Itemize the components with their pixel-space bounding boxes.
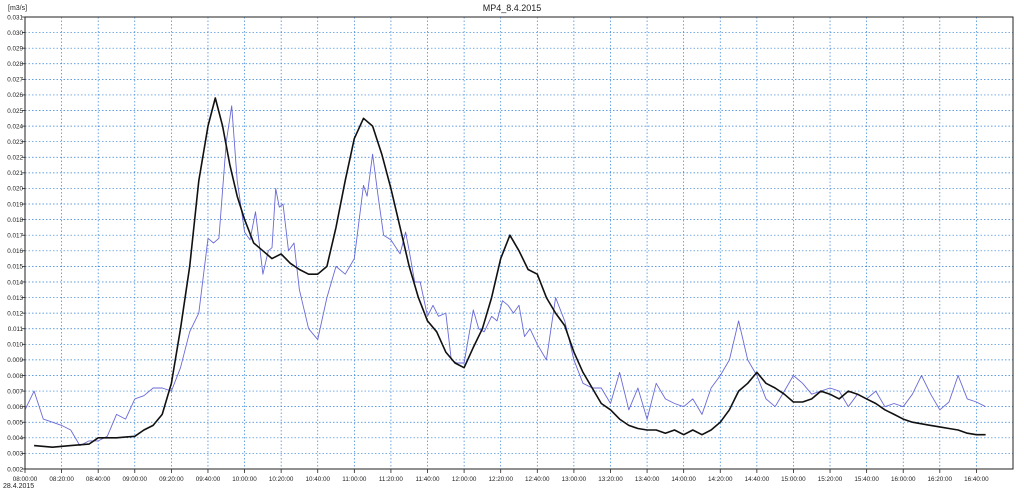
y-tick-label: 0.011 bbox=[8, 326, 24, 333]
y-tick-label: 0.023 bbox=[7, 139, 23, 146]
x-tick-label: 10:00:00 bbox=[232, 476, 257, 483]
plot-frame bbox=[25, 17, 1013, 469]
y-tick-label: 0.009 bbox=[7, 357, 23, 364]
y-tick-label: 0.006 bbox=[7, 404, 23, 411]
x-tick-label: 08:40:00 bbox=[86, 476, 111, 483]
grid bbox=[25, 17, 1013, 469]
x-axis-ticks: 08:00:00 08:20:00 08:40:00 09:00:00 09:20:00… bbox=[13, 469, 989, 483]
x-tick-label: 08:00:00 bbox=[13, 476, 38, 483]
x-tick-label: 13:20:00 bbox=[598, 476, 623, 483]
y-tick-label: 0.015 bbox=[7, 264, 23, 271]
x-tick-label: 15:40:00 bbox=[854, 476, 879, 483]
x-tick-label: 09:00:00 bbox=[123, 476, 148, 483]
x-tick-label: 08:20:00 bbox=[49, 476, 74, 483]
y-tick-label: 0.025 bbox=[7, 108, 23, 115]
x-tick-label: 14:20:00 bbox=[708, 476, 733, 483]
x-tick-label: 12:20:00 bbox=[488, 476, 513, 483]
y-tick-label: 0.029 bbox=[7, 45, 23, 52]
series-line-black bbox=[34, 98, 986, 447]
x-tick-label: 16:40:00 bbox=[964, 476, 989, 483]
y-tick-label: 0.028 bbox=[7, 61, 23, 68]
x-tick-label: 12:40:00 bbox=[525, 476, 550, 483]
y-tick-label: 0.024 bbox=[7, 123, 23, 130]
x-date-label: 28.4.2015 bbox=[3, 483, 34, 490]
x-tick-label: 09:40:00 bbox=[196, 476, 221, 483]
y-tick-label: 0.027 bbox=[7, 77, 23, 84]
series-line-blue bbox=[25, 106, 986, 446]
y-tick-label: 0.004 bbox=[7, 435, 23, 442]
y-tick-label: 0.020 bbox=[7, 186, 23, 193]
x-tick-label: 14:40:00 bbox=[745, 476, 770, 483]
y-tick-label: 0.019 bbox=[7, 201, 23, 208]
y-axis-label: [m3/s] bbox=[8, 5, 27, 12]
x-tick-label: 12:00:00 bbox=[452, 476, 477, 483]
x-tick-label: 09:20:00 bbox=[159, 476, 184, 483]
y-tick-label: 0.008 bbox=[7, 373, 23, 380]
y-tick-label: 0.022 bbox=[7, 155, 23, 162]
y-tick-label: 0.018 bbox=[7, 217, 23, 224]
y-tick-label: 0.017 bbox=[7, 233, 23, 240]
y-tick-label: 0.014 bbox=[7, 279, 23, 286]
x-tick-label: 13:00:00 bbox=[562, 476, 587, 483]
x-tick-label: 15:00:00 bbox=[781, 476, 806, 483]
x-tick-label: 11:00:00 bbox=[342, 476, 367, 483]
x-tick-label: 16:20:00 bbox=[928, 476, 953, 483]
y-tick-label: 0.030 bbox=[7, 30, 23, 37]
y-tick-label: 0.021 bbox=[7, 170, 23, 177]
series-lines bbox=[25, 98, 986, 447]
y-tick-label: 0.007 bbox=[7, 388, 23, 395]
y-tick-label: 0.016 bbox=[7, 248, 23, 255]
y-tick-label: 0.002 bbox=[7, 466, 23, 473]
y-tick-label: 0.010 bbox=[7, 342, 23, 349]
y-tick-label: 0.026 bbox=[7, 92, 23, 99]
chart-title: MP4_8.4.2015 bbox=[483, 3, 542, 13]
x-tick-label: 11:20:00 bbox=[379, 476, 404, 483]
x-tick-label: 13:40:00 bbox=[635, 476, 660, 483]
y-axis-ticks: 0.002 0.003 0.004 0.005 0.006 0.007 0.008 0.009… bbox=[7, 14, 25, 473]
x-tick-label: 10:20:00 bbox=[269, 476, 294, 483]
y-tick-label: 0.031 bbox=[7, 14, 23, 21]
y-tick-label: 0.005 bbox=[7, 420, 23, 427]
y-tick-label: 0.013 bbox=[7, 295, 23, 302]
y-tick-label: 0.012 bbox=[7, 310, 23, 317]
x-tick-label: 11:40:00 bbox=[415, 476, 440, 483]
y-tick-label: 0.003 bbox=[7, 451, 23, 458]
x-tick-label: 10:40:00 bbox=[305, 476, 330, 483]
x-tick-label: 14:00:00 bbox=[671, 476, 696, 483]
x-tick-label: 15:20:00 bbox=[818, 476, 843, 483]
x-tick-label: 16:00:00 bbox=[891, 476, 916, 483]
